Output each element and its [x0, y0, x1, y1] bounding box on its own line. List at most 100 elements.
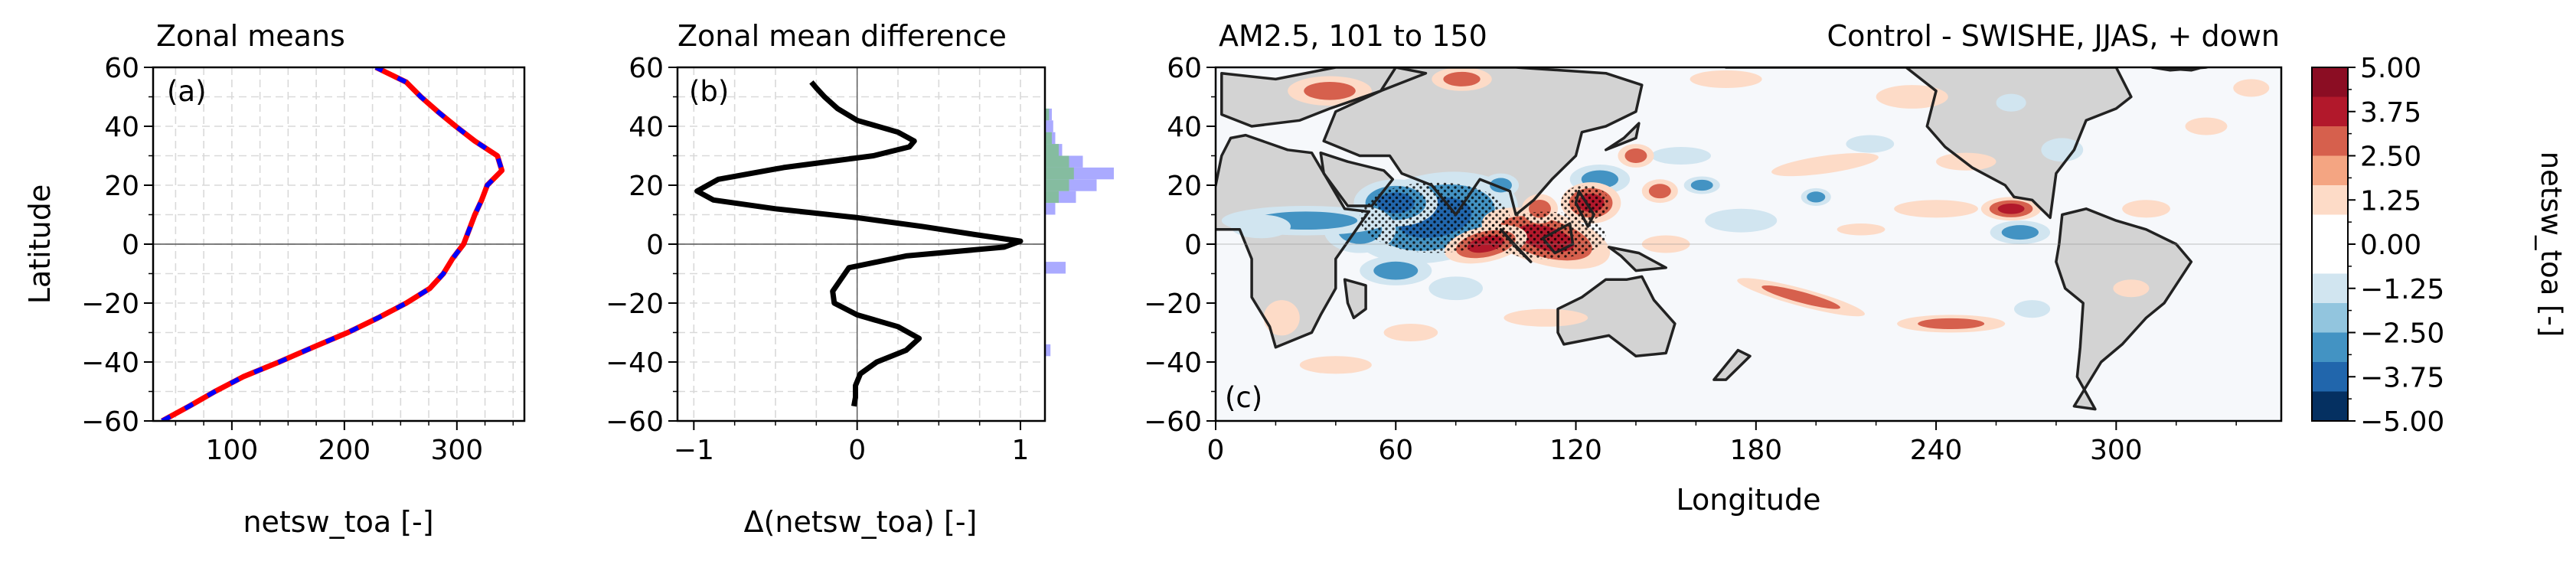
y-tick-label: 60 — [104, 53, 139, 84]
positive-anomaly — [1876, 85, 1948, 109]
colorbar-bin — [2312, 185, 2348, 215]
colorbar-bin — [2312, 391, 2348, 422]
colorbar-tick-label: −3.75 — [2360, 362, 2444, 393]
negative-anomaly — [1373, 261, 1419, 280]
negative-anomaly — [2014, 300, 2051, 318]
y-tick-label: −20 — [606, 289, 664, 320]
y-tick-label: −20 — [1144, 289, 1202, 320]
y-tick-label: 40 — [628, 112, 664, 143]
negative-anomaly — [2001, 225, 2039, 240]
positive-anomaly — [1383, 323, 1438, 342]
x-tick-label: 300 — [2090, 435, 2143, 466]
colorbar-bin — [2312, 332, 2348, 363]
y-tick-label: −60 — [81, 406, 139, 438]
positive-anomaly — [1997, 203, 2025, 214]
y-tick-label: −40 — [606, 347, 664, 379]
positive-anomaly — [2185, 117, 2228, 135]
colorbar-bin — [2312, 96, 2348, 127]
coastlines — [1216, 67, 2281, 411]
colorbar-bin — [2312, 273, 2348, 304]
difference-line — [694, 80, 1024, 407]
land-polygon — [1713, 350, 1750, 380]
x-tick-label: 1 — [1012, 435, 1030, 466]
negative-anomaly — [1705, 208, 1778, 233]
coastline — [1343, 278, 1367, 320]
panel-c-xlabel: Longitude — [1677, 483, 1821, 517]
y-tick-label: 20 — [104, 171, 139, 202]
panel-b-axes: −60 −40 −20 0 20 40 60 −1 0 1 — [606, 53, 1029, 466]
panel-a-title: Zonal means — [156, 19, 345, 53]
panel-c-map — [1216, 67, 2281, 421]
x-tick-label: 300 — [430, 435, 483, 466]
negative-anomaly — [1996, 93, 2026, 112]
colorbar-tick-label: 5.00 — [2360, 53, 2421, 84]
x-tick-label: −1 — [674, 435, 714, 466]
colorbar-bins — [2312, 67, 2348, 422]
y-tick-label: −40 — [81, 347, 139, 379]
y-tick-label: −60 — [1144, 406, 1202, 438]
land-polygon — [1216, 135, 1369, 347]
negative-anomaly — [1650, 146, 1711, 165]
histogram-bar-a — [1045, 262, 1066, 274]
y-tick-label: 40 — [104, 112, 139, 143]
histogram-bar-a — [1045, 344, 1051, 357]
panel-b-histogram — [1045, 108, 1114, 357]
y-tick-label: 0 — [122, 230, 139, 261]
positive-anomaly — [1299, 356, 1372, 374]
land-polygon — [1725, 67, 2131, 218]
coastline — [1322, 67, 1644, 217]
colorbar-label: netsw_toa [-] — [2535, 152, 2568, 338]
panel-a-series — [153, 67, 524, 421]
colorbar: 5.00 3.75 2.50 1.25 0.00 −1.25 −2.50 −3.75 −5.00… — [2311, 53, 2568, 438]
y-tick-label: 0 — [646, 230, 664, 261]
positive-anomaly — [1443, 71, 1481, 86]
positive-anomaly — [1761, 285, 1840, 309]
colorbar-tick-label: −1.25 — [2360, 274, 2444, 305]
positive-anomaly — [1304, 81, 1356, 100]
negative-anomaly — [1807, 191, 1826, 203]
positive-anomaly — [1503, 308, 1588, 327]
x-tick-label: 60 — [1378, 435, 1413, 466]
histogram-bar-b — [1045, 191, 1059, 204]
significance-stippling — [1360, 182, 1609, 259]
negative-anomaly — [1690, 179, 1713, 191]
negative-anomaly — [2041, 138, 2084, 162]
histogram-bar-b — [1045, 108, 1050, 121]
y-tick-label: 60 — [1167, 53, 1202, 84]
positive-anomaly — [1648, 184, 1671, 199]
histogram-bar-a — [1045, 120, 1053, 132]
positive-anomaly — [1771, 152, 1879, 177]
colorbar-tick-label: −5.00 — [2360, 406, 2444, 438]
coastline — [1604, 122, 1641, 152]
positive-anomaly — [1918, 318, 1985, 330]
colorbar-tick-label: 0.00 — [2360, 230, 2421, 261]
colorbar-ticks: 5.00 3.75 2.50 1.25 0.00 −1.25 −2.50 −3.75 −5.00 — [2348, 53, 2444, 438]
y-tick-label: −60 — [606, 406, 664, 438]
negative-anomaly — [1230, 214, 1291, 239]
panel-b: Zonal mean difference −60 −40 −20 0 20 40 60 −1… — [606, 19, 1114, 539]
land-polygon — [1605, 123, 1639, 150]
histogram-bar-b — [1045, 132, 1052, 145]
y-tick-label: 20 — [628, 171, 664, 202]
panel-a-xlabel: netsw_toa [-] — [243, 505, 433, 539]
series-experiment-line — [161, 67, 504, 421]
panel-c-label: (c) — [1225, 381, 1262, 414]
colorbar-tick-label: 1.25 — [2360, 185, 2421, 217]
x-tick-label: 180 — [1729, 435, 1782, 466]
positive-anomaly — [2122, 200, 2170, 218]
x-tick-label: 0 — [848, 435, 866, 466]
panel-a-axes: −60 −40 −20 0 20 40 60 100 200 300 — [81, 53, 514, 466]
panel-a-label: (a) — [167, 75, 207, 108]
colorbar-bin — [2312, 362, 2348, 392]
y-tick-label: 60 — [628, 53, 664, 84]
land-polygon — [1558, 276, 1675, 357]
panel-c: AM2.5, 101 to 150 Control - SWISHE, JJAS… — [1144, 19, 2283, 517]
positive-anomaly — [1894, 200, 1978, 218]
panel-c-axes: −60 −40 −20 0 20 40 60 0 60 120 180 240 300 — [1144, 53, 2237, 466]
colorbar-bin — [2312, 155, 2348, 186]
coastline — [1712, 348, 1752, 381]
positive-anomaly — [2113, 279, 2150, 298]
histogram-bar-a — [1045, 203, 1056, 215]
y-tick-label: −20 — [81, 289, 139, 320]
colorbar-bin — [2312, 244, 2348, 274]
